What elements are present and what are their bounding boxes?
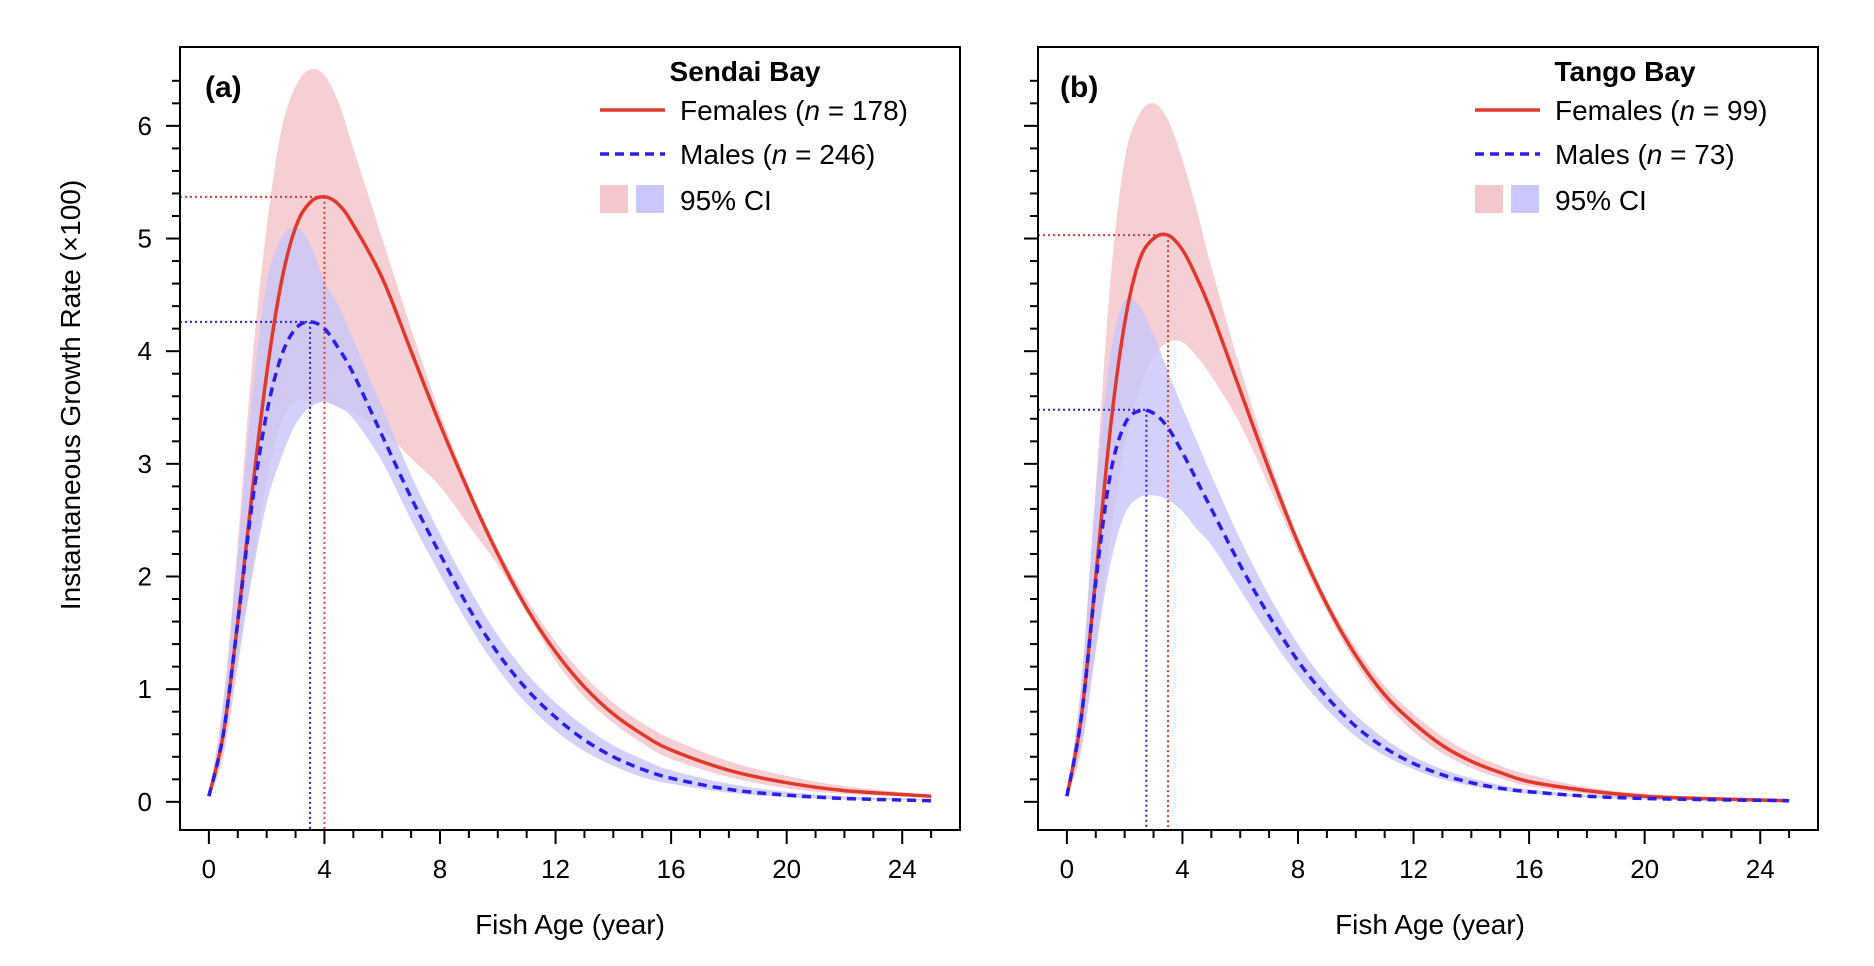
x-tick-label: 20 [772, 854, 801, 884]
legend-n-value: = 178) [820, 95, 908, 126]
series-group [1038, 103, 1790, 830]
legend-n-symbol: n [1679, 95, 1695, 126]
x-tick-label: 0 [202, 854, 216, 884]
x-tick-label: 20 [1630, 854, 1659, 884]
legend-females-entry: Females (n = 99) [1555, 95, 1767, 126]
y-tick-label: 2 [138, 562, 152, 592]
legend-series-name: Males ( [680, 139, 772, 170]
y-tick-label: 6 [138, 111, 152, 141]
female-growth-line [207, 195, 932, 798]
x-tick-label: 8 [1291, 854, 1305, 884]
legend-n-symbol: n [1647, 139, 1663, 170]
y-axis-label: Instantaneous Growth Rate (×100) [55, 180, 86, 610]
y-tick-label: 4 [138, 336, 152, 366]
x-tick-label: 12 [541, 854, 570, 884]
x-tick-label: 24 [888, 854, 917, 884]
x-axis-label-a: Fish Age (year) [475, 909, 665, 940]
legend-n-symbol: n [804, 95, 820, 126]
x-tick-label: 12 [1399, 854, 1428, 884]
legend-males-entry: Males (n = 246) [680, 139, 875, 170]
legend-n-value: = 73) [1662, 139, 1734, 170]
x-tick-label: 16 [1515, 854, 1544, 884]
legend-males-entry: Males (n = 73) [1555, 139, 1735, 170]
legend-females-entry: Females (n = 178) [680, 95, 908, 126]
legend-male-ci-swatch [1511, 185, 1539, 213]
x-tick-label: 0 [1060, 854, 1074, 884]
legend-female-ci-swatch [600, 185, 628, 213]
panel-tag-a: (a) [205, 71, 242, 104]
legend-ci-entry: 95% CI [1555, 185, 1647, 216]
plot-frame [179, 46, 961, 831]
female-ci-band [208, 68, 932, 798]
y-tick-label: 1 [138, 674, 152, 704]
legend-series-name: Females ( [1555, 95, 1680, 126]
legend-series-name: Males ( [1555, 139, 1647, 170]
plot-frame [1037, 46, 1819, 831]
legend-title-a: Sendai Bay [670, 56, 821, 87]
female-ci-band [1066, 103, 1790, 801]
panel-tag-b: (b) [1060, 71, 1098, 104]
legend-series-name: Females ( [680, 95, 805, 126]
y-tick-label: 5 [138, 224, 152, 254]
legend-n-symbol: n [772, 139, 788, 170]
legend-n-value: = 246) [787, 139, 875, 170]
legend-title-b: Tango Bay [1554, 56, 1695, 87]
x-tick-label: 8 [433, 854, 447, 884]
x-tick-label: 4 [1175, 854, 1189, 884]
male-growth-line [1065, 408, 1790, 803]
legend-male-ci-swatch [636, 185, 664, 213]
y-tick-label: 0 [138, 787, 152, 817]
x-axis-label-b: Fish Age (year) [1335, 909, 1525, 940]
male-ci-band [208, 227, 932, 801]
legend-ci-entry: 95% CI [680, 185, 772, 216]
x-tick-label: 24 [1746, 854, 1775, 884]
male-ci-band [1066, 296, 1790, 801]
series-group [180, 68, 932, 830]
legend-female-ci-swatch [1475, 185, 1503, 213]
female-growth-line [1065, 232, 1790, 803]
x-tick-label: 16 [657, 854, 686, 884]
legend-n-value: = 99) [1695, 95, 1767, 126]
x-tick-label: 4 [317, 854, 331, 884]
male-growth-line [207, 320, 932, 803]
y-tick-label: 3 [138, 449, 152, 479]
